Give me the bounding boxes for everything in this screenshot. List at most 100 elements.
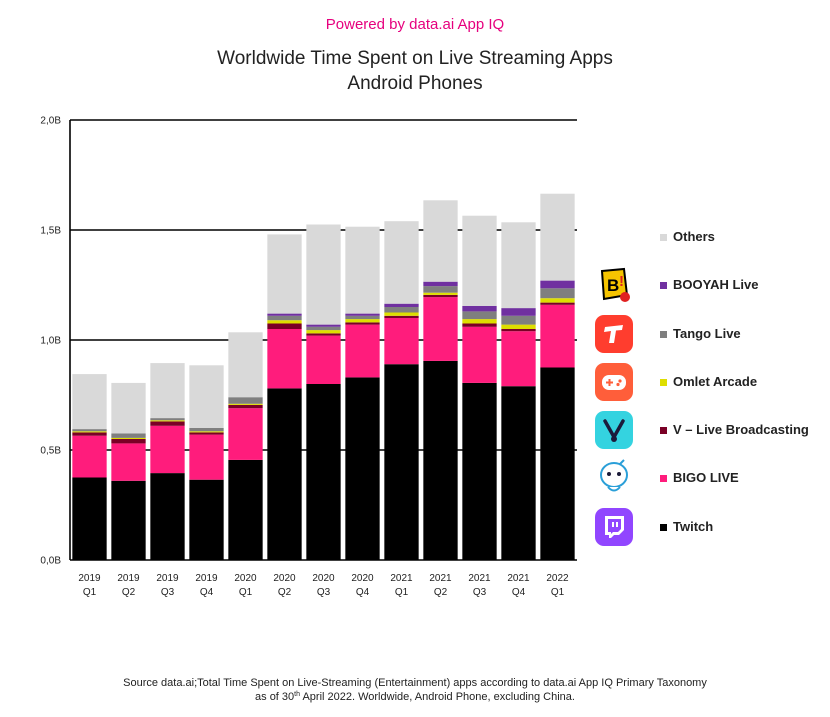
bar-segment-booyah-live: [306, 324, 341, 327]
bar-segment-booyah-live: [501, 308, 536, 316]
bar-segment-bigo-live: [111, 443, 146, 481]
legend-label: Others: [673, 229, 715, 244]
bar-segment-omlet-arcade: [111, 437, 146, 439]
chart-title-line2: Android Phones: [347, 73, 483, 94]
bar-segment-booyah-live: [423, 281, 458, 287]
powered-by-label: Powered by data.ai App IQ: [325, 16, 505, 33]
bar-segment-others: [462, 215, 497, 306]
x-tick-label: Q4: [200, 587, 214, 598]
bar-segment-v-live-broadcasting: [189, 432, 224, 435]
bar-segment-v-live-broadcasting: [384, 315, 419, 318]
x-tick-label: Q2: [434, 587, 448, 598]
source-line2-post: April 2022. Worldwide, Android Phone, ex…: [300, 691, 575, 703]
legend-swatch: [660, 523, 667, 531]
svg-text:B: B: [607, 276, 619, 295]
bar-segment-bigo-live: [540, 304, 575, 368]
x-tick-label: 2022: [546, 573, 569, 584]
legend-item: BIGO LIVE: [592, 456, 822, 504]
x-tick-label: Q1: [395, 587, 409, 598]
bar-segment-others: [228, 332, 263, 398]
x-tick-label: 2020: [273, 573, 296, 584]
x-tick-label: 2020: [351, 573, 374, 584]
x-tick-label: 2021: [468, 573, 491, 584]
x-tick-label: Q1: [83, 587, 97, 598]
bar-segment-bigo-live: [72, 435, 107, 478]
legend-swatch: [660, 282, 667, 290]
legend-swatch: [660, 234, 667, 241]
bar-segment-omlet-arcade: [462, 319, 497, 324]
bar-segment-omlet-arcade: [306, 330, 341, 334]
tango-live-icon: [594, 314, 634, 354]
x-tick-label: 2020: [234, 573, 257, 584]
bar-segment-others: [384, 221, 419, 304]
bar-segment-bigo-live: [306, 335, 341, 384]
bar-segment-omlet-arcade: [150, 420, 185, 422]
bar-segment-v-live-broadcasting: [267, 323, 302, 329]
x-tick-label: 2021: [429, 573, 452, 584]
x-tick-label: 2019: [78, 573, 101, 584]
bar-segment-v-live-broadcasting: [501, 329, 536, 332]
legend-swatch: [660, 427, 667, 435]
legend-item: Omlet Arcade: [592, 360, 822, 408]
bar-segment-others: [306, 224, 341, 325]
bigo-live-icon: [594, 458, 634, 498]
bar-segment-omlet-arcade: [189, 431, 224, 433]
x-tick-label: 2019: [117, 573, 140, 584]
bar-segment-v-live-broadcasting: [111, 439, 146, 444]
legend-label: Omlet Arcade: [673, 373, 758, 389]
bar-segment-omlet-arcade: [267, 320, 302, 324]
legend-item: Others: [592, 215, 822, 263]
legend-item: Twitch: [592, 505, 822, 553]
bar-segment-tango-live: [189, 428, 224, 432]
bar-segment-twitch: [228, 459, 263, 560]
bar-segment-v-live-broadcasting: [306, 333, 341, 336]
x-tick-label: 2021: [507, 573, 530, 584]
bar-segment-tango-live: [345, 315, 380, 320]
legend-label: Tango Live: [673, 325, 741, 341]
bar-segment-bigo-live: [423, 297, 458, 361]
bar-segment-omlet-arcade: [423, 292, 458, 295]
bar-segment-others: [150, 363, 185, 419]
bar-segment-twitch: [384, 364, 419, 560]
bar-segment-bigo-live: [267, 329, 302, 389]
bar-segment-v-live-broadcasting: [72, 432, 107, 436]
bar-segment-tango-live: [306, 326, 341, 331]
legend-swatch: [660, 475, 667, 483]
legend-label: BIGO LIVE: [673, 470, 739, 486]
bar-segment-omlet-arcade: [384, 312, 419, 316]
legend-swatch: [660, 330, 667, 338]
source-line2: as of 30th April 2022. Worldwide, Androi…: [0, 690, 830, 704]
y-tick-label: 0,5B: [40, 446, 61, 457]
bar-segment-others: [267, 234, 302, 314]
chart-title: Worldwide Time Spent on Live Streaming A…: [0, 46, 830, 96]
chart-title-line1: Worldwide Time Spent on Live Streaming A…: [217, 48, 613, 69]
omlet-arcade-icon: [594, 362, 634, 402]
bar-segment-tango-live: [501, 315, 536, 325]
bar-segment-tango-live: [462, 311, 497, 320]
bar-segment-tango-live: [150, 418, 185, 421]
x-tick-label: Q3: [317, 587, 331, 598]
bar-segment-twitch: [462, 382, 497, 560]
bar-segment-omlet-arcade: [501, 324, 536, 329]
legend-item: Tango Live: [592, 312, 822, 360]
bar-segment-bigo-live: [150, 425, 185, 474]
bar-segment-twitch: [423, 360, 458, 560]
x-tick-label: Q3: [161, 587, 175, 598]
bar-segment-tango-live: [423, 286, 458, 293]
x-tick-label: 2021: [390, 573, 413, 584]
bar-segment-twitch: [267, 388, 302, 560]
legend-label: V – Live Broadcasting: [673, 422, 809, 438]
bar-segment-twitch: [111, 480, 146, 560]
bar-segment-twitch: [540, 367, 575, 560]
legend-label: Twitch: [673, 518, 714, 534]
bar-segment-others: [423, 200, 458, 282]
bar-segment-tango-live: [111, 433, 146, 438]
bar-segment-v-live-broadcasting: [228, 404, 263, 409]
bar-segment-bigo-live: [345, 324, 380, 378]
x-tick-label: Q2: [278, 587, 292, 598]
bar-segment-twitch: [306, 384, 341, 560]
v-live-icon: [594, 410, 634, 450]
bar-segment-twitch: [501, 386, 536, 560]
bar-segment-bigo-live: [384, 318, 419, 365]
